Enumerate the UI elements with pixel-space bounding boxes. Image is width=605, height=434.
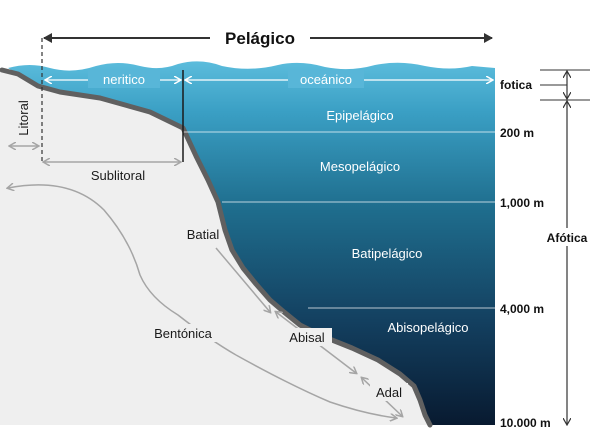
bentonica-label: Bentónica bbox=[154, 326, 213, 341]
sublitoral-label: Sublitoral bbox=[91, 168, 145, 183]
ocean-water bbox=[8, 61, 495, 426]
abisopelagico-label: Abisopelágico bbox=[388, 320, 469, 335]
bentonica-label-bg bbox=[148, 324, 220, 342]
depth-10000m: 10.000 m bbox=[500, 416, 551, 430]
fotica-label: fotica bbox=[500, 78, 532, 92]
seafloor-outline bbox=[0, 67, 433, 428]
pelagico-title: Pelágico bbox=[225, 29, 295, 48]
afotica-label: Afótica bbox=[547, 231, 588, 245]
oceanico-label: oceánico bbox=[300, 72, 352, 87]
afotica-label-bg bbox=[541, 228, 595, 246]
epipelagico-label: Epipelágico bbox=[326, 108, 393, 123]
bentonica-curve-lower bbox=[235, 354, 396, 418]
adal-label: Adal bbox=[376, 385, 402, 400]
abisal-label-bg bbox=[282, 328, 332, 346]
adal-label-bg bbox=[370, 383, 408, 401]
depth-4000m: 4,000 m bbox=[500, 302, 544, 316]
batial-label: Batial bbox=[187, 227, 220, 242]
mesopelagico-label: Mesopelágico bbox=[320, 159, 400, 174]
batial-arrow bbox=[215, 247, 270, 312]
litoral-label: Litoral bbox=[16, 100, 31, 136]
neritico-label: neritico bbox=[103, 72, 145, 87]
depth-1000m: 1,000 m bbox=[500, 196, 544, 210]
abisal-label: Abisal bbox=[289, 330, 325, 345]
oceanico-label-bg bbox=[288, 70, 364, 88]
pelagico-title-bg bbox=[210, 27, 310, 49]
neritico-label-bg bbox=[88, 70, 160, 88]
depth-200m: 200 m bbox=[500, 126, 534, 140]
batipelagico-label: Batipelágico bbox=[352, 246, 423, 261]
